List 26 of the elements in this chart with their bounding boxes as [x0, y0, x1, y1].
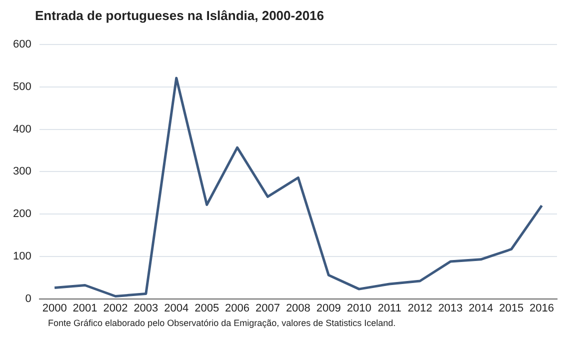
- x-tick-label: 2014: [468, 302, 494, 314]
- x-tick-label: 2004: [164, 302, 189, 314]
- x-tick-label: 2008: [286, 302, 310, 314]
- x-tick-label: 2003: [134, 302, 158, 314]
- x-tick-label: 2007: [255, 302, 280, 314]
- y-tick-label: 300: [12, 166, 32, 178]
- y-tick-label: 100: [12, 250, 32, 262]
- x-tick-label: 2013: [438, 302, 463, 314]
- y-tick-label: 400: [12, 123, 32, 136]
- x-tick-label: 2012: [408, 302, 432, 314]
- x-tick-label: 2016: [530, 302, 554, 314]
- x-tick-label: 2006: [225, 302, 250, 314]
- x-tick-label: 2000: [42, 302, 67, 314]
- y-tick-label: 200: [12, 208, 32, 220]
- y-tick-label: 600: [12, 38, 32, 51]
- chart-title: Entrada de portugueses na Islândia, 2000-2016: [35, 8, 324, 23]
- y-tick-label: 0: [25, 292, 32, 305]
- x-tick-label: 2009: [316, 302, 341, 314]
- y-tick-label: 500: [12, 81, 32, 93]
- x-tick-label: 2001: [72, 302, 98, 314]
- source-note: Fonte Gráfico elaborado pelo Observatório da Emigração, valores de Statistics Iceland.: [48, 318, 396, 328]
- x-tick-label: 2005: [194, 302, 220, 314]
- x-tick-label: 2015: [499, 302, 524, 314]
- x-tick-label: 2011: [378, 302, 402, 314]
- x-tick-label: 2002: [103, 302, 128, 314]
- x-tick-label: 2010: [346, 302, 372, 314]
